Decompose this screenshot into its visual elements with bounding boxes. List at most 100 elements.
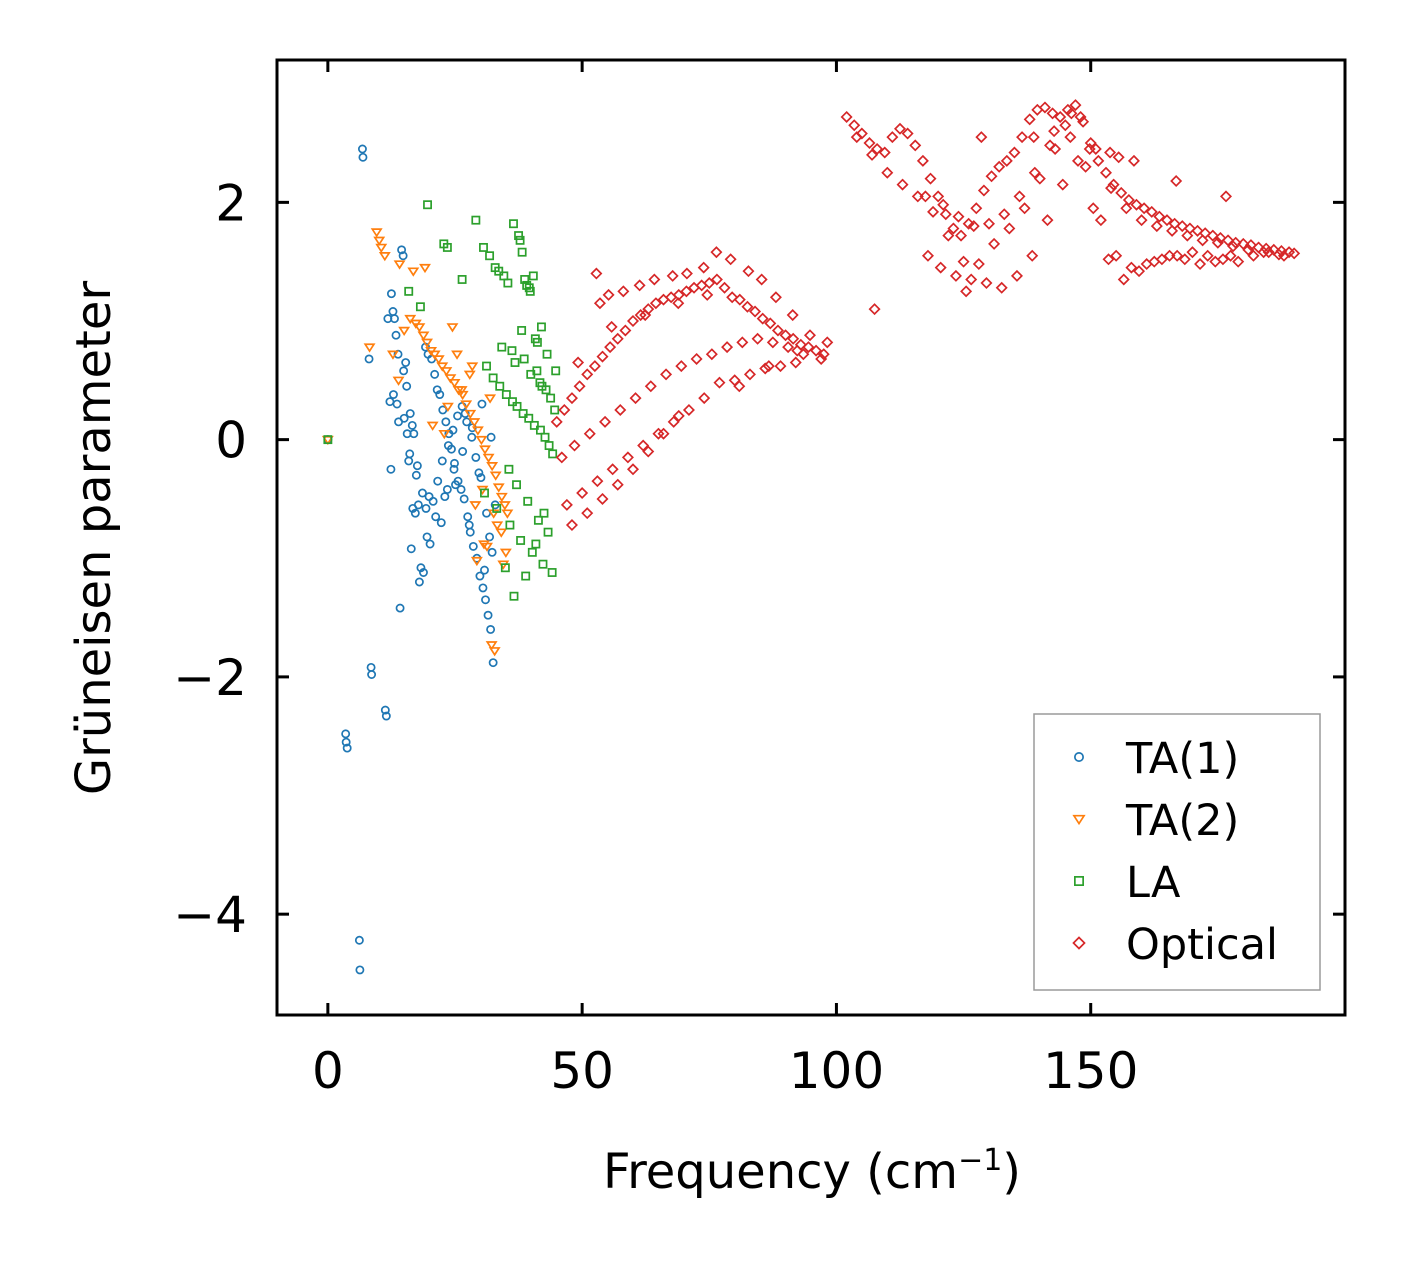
data-point: [378, 252, 391, 262]
data-point: [468, 541, 478, 551]
data-point: [821, 336, 834, 349]
data-point: [435, 390, 445, 399]
data-point: [970, 202, 983, 215]
data-point: [428, 496, 438, 506]
data-point: [1083, 142, 1096, 155]
data-point: [1206, 229, 1219, 242]
data-point: [1069, 99, 1082, 112]
data-point: [398, 326, 411, 337]
data-point: [605, 320, 618, 333]
legend-label: TA(1): [1125, 734, 1239, 784]
data-point: [456, 485, 466, 494]
data-point: [471, 215, 481, 225]
legend-label: TA(2): [1125, 796, 1239, 846]
data-point: [475, 571, 485, 581]
data-point: [451, 480, 460, 490]
data-point: [518, 409, 528, 418]
data-point: [437, 456, 447, 466]
data-point: [749, 305, 762, 318]
data-point: [581, 368, 594, 381]
data-point: [484, 394, 497, 404]
data-point: [576, 487, 589, 500]
data-point: [467, 432, 477, 442]
data-point: [430, 369, 440, 379]
data-point: [810, 344, 823, 357]
data-point: [1018, 202, 1031, 215]
data-point: [505, 520, 515, 530]
data-point: [866, 148, 879, 161]
data-point: [611, 478, 624, 491]
data-point: [489, 471, 502, 481]
data-point: [1171, 249, 1184, 262]
data-point: [916, 154, 929, 167]
data-point: [1133, 265, 1146, 278]
data-point: [955, 229, 968, 242]
data-point: [985, 170, 998, 183]
data-point: [485, 251, 495, 261]
data-point: [323, 435, 333, 445]
data-point: [1115, 186, 1128, 199]
data-point: [660, 368, 673, 381]
data-point: [442, 242, 452, 252]
data-point: [949, 269, 962, 282]
data-point: [468, 418, 481, 428]
data-point: [514, 231, 524, 241]
legend-marker: [1072, 936, 1086, 950]
data-point: [497, 342, 507, 352]
data-point: [366, 662, 376, 672]
data-point: [634, 309, 647, 322]
data-point: [480, 565, 489, 575]
data-point: [919, 190, 932, 203]
data-point: [972, 258, 985, 271]
data-point: [886, 131, 899, 144]
data-point: [639, 309, 652, 322]
data-point: [375, 243, 388, 253]
data-point: [478, 540, 490, 550]
data-point: [479, 242, 488, 252]
data-point: [413, 323, 426, 333]
data-point: [386, 350, 399, 360]
data-point: [1257, 246, 1270, 259]
data-point: [565, 392, 578, 405]
data-point: [402, 381, 412, 391]
data-point: [537, 322, 546, 332]
data-point: [942, 229, 955, 242]
data-point: [441, 417, 451, 427]
data-point: [680, 267, 693, 280]
data-point: [1178, 253, 1191, 266]
data-point: [1048, 125, 1061, 138]
data-point: [504, 464, 514, 474]
data-point: [491, 521, 504, 531]
data-point: [476, 473, 486, 483]
data-point: [380, 705, 390, 715]
data-point: [896, 178, 909, 191]
data-point: [381, 711, 391, 721]
data-point: [1094, 214, 1107, 227]
data-point: [417, 331, 430, 341]
data-point: [425, 539, 435, 549]
data-point: [588, 360, 601, 373]
data-point: [1033, 172, 1046, 185]
data-point: [1000, 154, 1013, 167]
data-point: [459, 494, 469, 504]
data-point: [789, 356, 802, 369]
legend-label: LA: [1126, 858, 1181, 908]
data-point: [441, 402, 454, 412]
data-point: [733, 293, 746, 306]
data-point: [998, 208, 1011, 221]
data-point: [1227, 240, 1240, 253]
data-point: [550, 415, 563, 428]
data-point: [1102, 253, 1115, 266]
data-point: [407, 267, 420, 277]
data-point: [398, 251, 408, 261]
data-point: [1010, 269, 1023, 282]
data-point: [440, 492, 450, 502]
data-point: [817, 348, 830, 361]
data-point: [479, 445, 491, 455]
data-point: [1041, 214, 1054, 227]
data-point: [565, 519, 578, 532]
data-point: [787, 332, 800, 345]
ticks-layer: 0 50 100 150 −4 −2 0 2: [173, 60, 1345, 1100]
data-point: [426, 421, 439, 431]
data-point: [500, 563, 510, 573]
